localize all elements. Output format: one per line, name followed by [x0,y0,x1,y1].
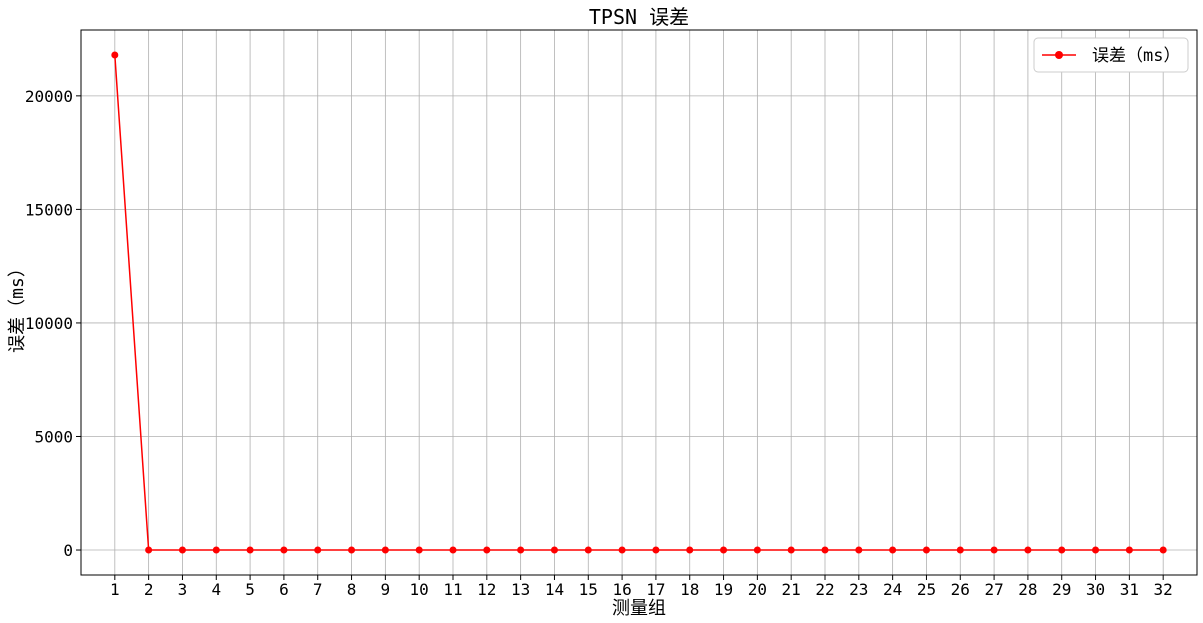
data-point [145,546,153,554]
data-point [753,546,761,554]
data-point [449,546,457,554]
data-point [956,546,964,554]
data-point [652,546,660,554]
x-tick-label: 15 [579,580,598,599]
data-point [212,546,220,554]
x-tick-label: 8 [347,580,357,599]
data-point [720,546,728,554]
data-point [178,546,186,554]
x-tick-label: 29 [1052,580,1071,599]
data-point [280,546,288,554]
legend-box [1033,37,1189,73]
x-tick-label: 24 [883,580,902,599]
data-point [1058,546,1066,554]
x-tick-label: 18 [680,580,699,599]
x-tick-label: 9 [381,580,391,599]
x-tick-label: 1 [110,580,120,599]
x-tick-label: 12 [477,580,496,599]
y-axis-label: 误差（ms） [7,259,28,353]
legend-marker [1055,51,1063,59]
data-point [415,546,423,554]
data-point [584,546,592,554]
x-tick-label: 3 [178,580,188,599]
x-tick-label: 20 [748,580,767,599]
x-tick-label: 16 [612,580,631,599]
x-tick-label: 27 [984,580,1003,599]
x-tick-label: 21 [782,580,801,599]
series-line [114,54,1164,551]
x-tick-label: 17 [646,580,665,599]
data-point [821,546,829,554]
data-point [787,546,795,554]
x-tick-label: 14 [545,580,564,599]
plot-area [80,29,1198,576]
data-point [990,546,998,554]
y-tick-label: 5000 [34,427,73,446]
data-point [483,546,491,554]
x-tick-label: 7 [313,580,323,599]
x-tick-label: 10 [410,580,429,599]
data-point [618,546,626,554]
data-point [314,546,322,554]
y-tick-label: 0 [63,541,73,560]
data-point [348,546,356,554]
x-tick-label: 32 [1154,580,1173,599]
x-tick-label: 23 [849,580,868,599]
x-tick-label: 30 [1086,580,1105,599]
x-tick-label: 2 [144,580,154,599]
data-point [381,546,389,554]
data-point [1092,546,1100,554]
grid [81,30,1197,575]
data-point [550,546,558,554]
data-point [246,546,254,554]
y-tick-label: 10000 [25,314,73,333]
y-tick-label: 15000 [25,200,73,219]
data-point [855,546,863,554]
chart-title: TPSN 误差 [589,5,689,29]
x-tick-label: 19 [714,580,733,599]
x-tick-label: 31 [1120,580,1139,599]
data-point [889,546,897,554]
data-point [1125,546,1133,554]
series-group [111,51,1167,554]
legend: 误差（ms） [1033,37,1189,73]
x-tick-label: 5 [245,580,255,599]
x-tick-label: 26 [951,580,970,599]
data-point [1024,546,1032,554]
data-point [686,546,694,554]
x-tick-label: 13 [511,580,530,599]
legend-label: 误差（ms） [1092,46,1180,66]
data-point [111,51,119,59]
x-tick-label: 28 [1018,580,1037,599]
x-tick-label: 22 [815,580,834,599]
y-axis: 0 5000 10000 15000 20000 [25,87,81,560]
x-tick-label: 11 [443,580,462,599]
data-point [517,546,525,554]
x-tick-label: 6 [279,580,289,599]
data-point [922,546,930,554]
x-tick-label: 25 [917,580,936,599]
x-axis: 1 2 3 4 5 6 7 8 9 10 11 12 13 14 15 16 17 18 19 20 21 22 23 24 2… [110,575,1173,599]
x-tick-label: 4 [211,580,221,599]
data-point [1159,546,1167,554]
y-tick-label: 20000 [25,87,73,106]
x-axis-label: 测量组 [612,598,666,619]
